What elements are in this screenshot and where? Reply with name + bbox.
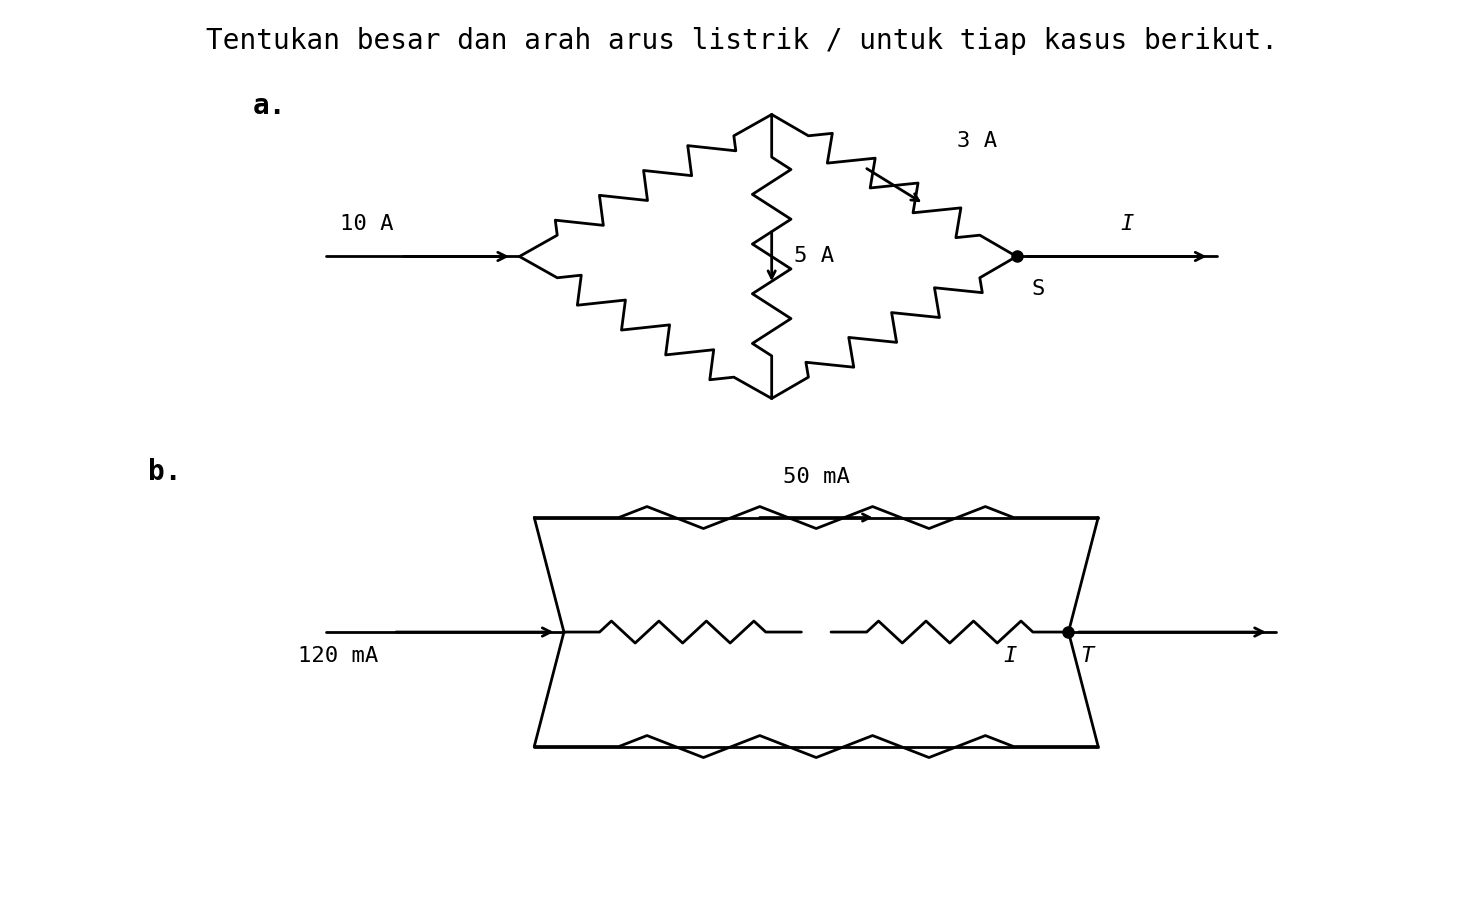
Text: S: S [1031,279,1045,300]
Text: 10 A: 10 A [340,213,393,234]
Text: 3 A: 3 A [957,131,997,151]
Text: a.: a. [252,92,286,120]
Text: I: I [1120,213,1134,234]
Text: 120 mA: 120 mA [298,646,378,666]
Text: 50 mA: 50 mA [782,467,850,487]
Text: T: T [1080,646,1094,666]
Text: I: I [1003,646,1017,666]
Text: 5 A: 5 A [794,246,834,267]
Text: b.: b. [148,458,183,486]
Text: Tentukan besar dan arah arus listrik / untuk tiap kasus berikut.: Tentukan besar dan arah arus listrik / u… [206,27,1278,56]
